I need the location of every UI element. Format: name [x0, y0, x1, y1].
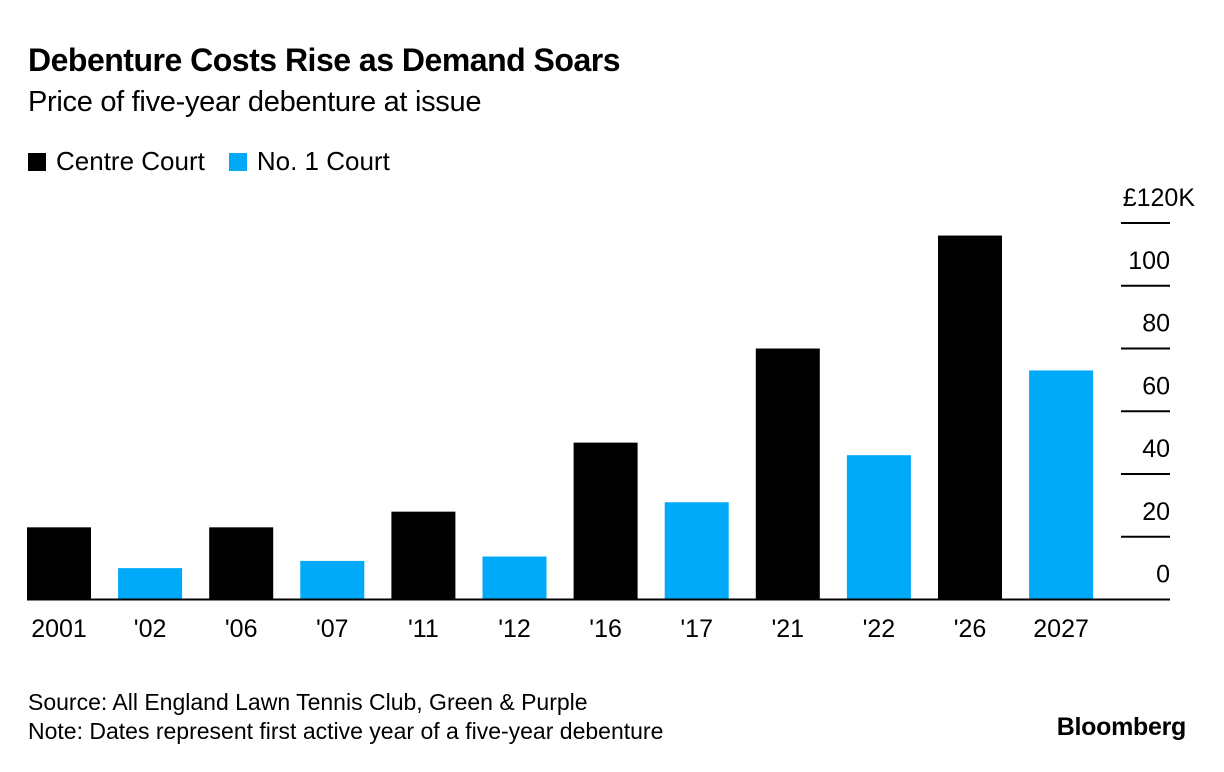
x-tick-label: '26 — [954, 615, 987, 643]
legend-swatch-centre-court — [28, 152, 46, 171]
x-tick-label: '17 — [680, 615, 713, 643]
bar-centre-court — [755, 348, 820, 600]
y-tick-label: 60 — [1142, 372, 1170, 400]
bar-no1-court — [1029, 370, 1094, 600]
bar-no1-court — [118, 568, 183, 600]
x-tick-label: '07 — [316, 615, 349, 643]
legend: Centre Court No. 1 Court — [28, 146, 414, 177]
y-tick-label: £120K — [1123, 184, 1196, 212]
y-tick-label: 80 — [1142, 310, 1170, 338]
y-tick-label: 100 — [1128, 247, 1170, 275]
bar-no1-court — [300, 560, 365, 600]
y-tick-label: 20 — [1142, 498, 1170, 526]
x-tick-label: '02 — [134, 615, 167, 643]
source-note: Source: All England Lawn Tennis Club, Gr… — [28, 689, 588, 715]
chart-subtitle: Price of five-year debenture at issue — [28, 86, 482, 118]
x-tick-label: '06 — [225, 615, 258, 643]
bar-centre-court — [27, 527, 91, 600]
bar-no1-court — [846, 455, 911, 600]
bar-centre-court — [938, 235, 1002, 600]
chart-title: Debenture Costs Rise as Demand Soars — [28, 42, 620, 78]
bar-centre-court — [573, 442, 638, 600]
y-tick-label: 40 — [1142, 435, 1170, 463]
x-tick-label: 2027 — [1033, 615, 1089, 643]
x-tick-label: '11 — [408, 615, 439, 643]
bar-centre-court — [209, 527, 274, 600]
bar-centre-court — [391, 511, 456, 600]
legend-label-no1-court: No. 1 Court — [256, 146, 390, 176]
bar-no1-court — [664, 502, 729, 600]
bloomberg-logo: Bloomberg — [1056, 713, 1187, 741]
x-tick-label: '12 — [498, 615, 531, 643]
footer: Source: All England Lawn Tennis Club, Gr… — [28, 688, 663, 746]
bar-no1-court — [482, 556, 547, 600]
x-tick-label: '22 — [863, 615, 896, 643]
x-tick-label: '16 — [589, 615, 622, 643]
legend-swatch-no1-court — [228, 152, 247, 171]
legend-item-no1-court: No. 1 Court — [228, 146, 390, 177]
legend-item-centre-court: Centre Court — [28, 146, 205, 177]
footnote: Note: Dates represent first active year … — [28, 718, 664, 744]
legend-label-centre-court: Centre Court — [56, 146, 205, 176]
y-tick-label: 0 — [1156, 561, 1170, 589]
x-tick-label: 2001 — [31, 615, 87, 643]
x-tick-label: '21 — [772, 615, 805, 643]
